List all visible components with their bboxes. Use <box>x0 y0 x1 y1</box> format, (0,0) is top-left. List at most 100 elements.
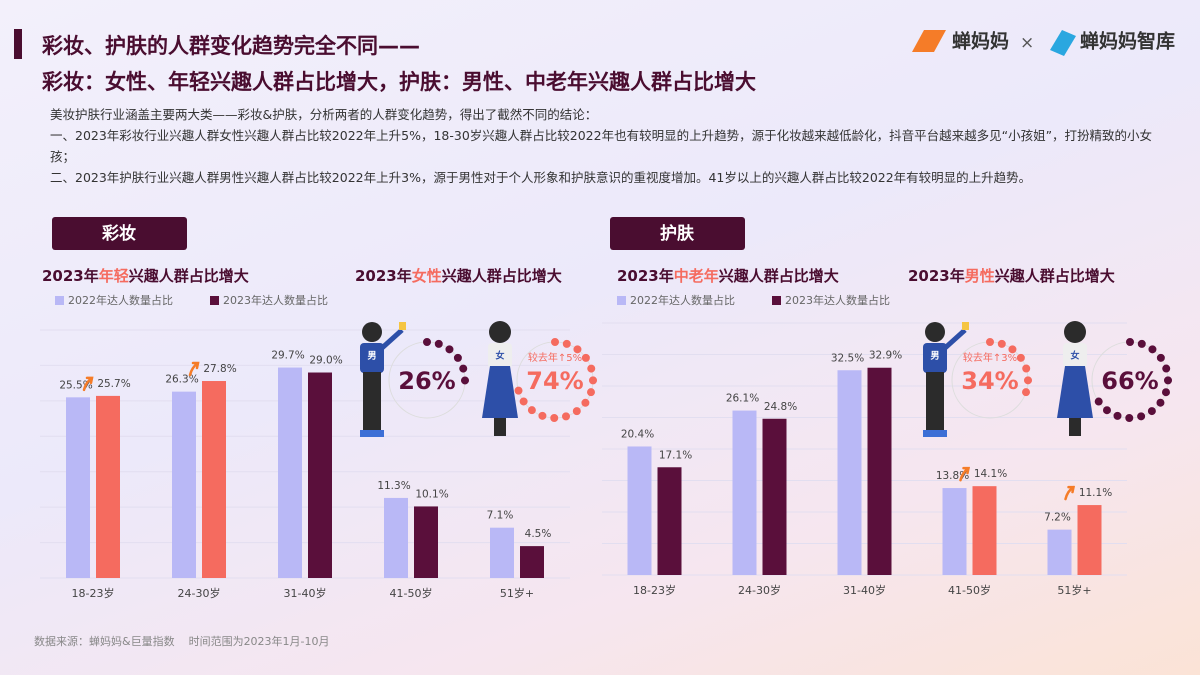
figure-body <box>488 343 512 368</box>
figure-body <box>360 343 384 373</box>
brand: 蝉妈妈 <box>952 30 1009 53</box>
ring-arc <box>986 338 1032 405</box>
x-tick-label: 41-50岁 <box>948 583 991 597</box>
legend-swatch <box>772 296 781 305</box>
trend-arrow <box>82 376 94 392</box>
percent-label: 66% <box>1101 367 1158 395</box>
value-label: 7.2% <box>1044 512 1071 524</box>
title-part: 中老年 <box>674 267 719 285</box>
value-label: 11.1% <box>1079 487 1112 499</box>
title-part: 兴趣人群占比增大 <box>442 267 562 285</box>
trend-arrow <box>1064 485 1076 501</box>
figure-cup <box>399 322 406 330</box>
bar <box>972 486 997 575</box>
legend-label: 2023年达人数量占比 <box>223 293 328 307</box>
bar <box>942 488 967 575</box>
x-tick-label: 51岁+ <box>500 586 534 600</box>
brand2: 蝉妈妈智库 <box>1080 30 1175 53</box>
shirt-label: 男 <box>930 351 939 362</box>
section-label: 彩妆 <box>101 223 136 244</box>
title-part: 2023年 <box>42 267 99 285</box>
chart-title: 2023年女性兴趣人群占比增大 <box>355 267 562 285</box>
section-tag <box>52 217 187 250</box>
figure-legs <box>494 418 506 436</box>
value-label: 14.1% <box>974 468 1007 480</box>
value-label: 26.1% <box>726 393 759 405</box>
value-label: 11.3% <box>377 480 410 492</box>
figure-skirt <box>482 366 518 418</box>
annotation: 较去年↑3% <box>963 351 1017 364</box>
value-label: 17.1% <box>659 449 692 461</box>
bar <box>837 370 862 575</box>
figure-cup <box>962 322 969 330</box>
intro-line: 美妆护肤行业涵盖主要两大类——彩妆&护肤，分析两者的人群变化趋势，得出了截然不同… <box>50 107 598 122</box>
value-label: 7.1% <box>487 510 514 522</box>
figure-legs <box>363 372 381 430</box>
title-part: 兴趣人群占比增大 <box>719 267 839 285</box>
bar <box>867 367 892 575</box>
x-tick-label: 24-30岁 <box>178 586 221 600</box>
intro-line: 一、2023年彩妆行业兴趣人群女性兴趣人群占比较2022年上升5%，18-30岁… <box>50 128 1153 164</box>
bar <box>732 410 757 575</box>
bar <box>414 506 438 578</box>
intro-line: 二、2023年护肤行业兴趣人群男性兴趣人群占比较2022年上升3%，源于男性对于… <box>50 170 1032 185</box>
figure-body <box>1063 343 1087 368</box>
legend-label: 2022年达人数量占比 <box>68 293 173 307</box>
brand-logo <box>912 30 946 52</box>
figure-head <box>1064 321 1086 343</box>
value-label: 4.5% <box>525 528 552 540</box>
figure-arm <box>380 328 404 350</box>
bar <box>66 397 90 578</box>
x-tick-label: 24-30岁 <box>738 583 781 597</box>
x-tick-label: 41-50岁 <box>390 586 433 600</box>
value-label: 25.7% <box>97 378 130 390</box>
section-label: 护肤 <box>660 223 695 244</box>
bar <box>1047 529 1072 575</box>
legend-label: 2022年达人数量占比 <box>630 293 735 307</box>
intro: 美妆护肤行业涵盖主要两大类——彩妆&护肤，分析两者的人群变化趋势，得出了截然不同… <box>50 104 1160 188</box>
chart-title: 2023年年轻兴趣人群占比增大 <box>42 267 249 285</box>
figure-shoes <box>360 430 384 437</box>
bar <box>278 367 302 578</box>
section-tag <box>610 217 745 250</box>
percent-label: 34% <box>961 367 1018 395</box>
value-label: 10.1% <box>415 488 448 500</box>
title-part: 2023年 <box>355 267 412 285</box>
figure-shoes <box>923 430 947 437</box>
figure-head <box>925 322 945 342</box>
bar <box>762 418 787 575</box>
legend-swatch <box>617 296 626 305</box>
title: 彩妆、护肤的人群变化趋势完全不同—— <box>42 34 420 58</box>
bar <box>384 497 408 578</box>
trend-arrow <box>188 361 200 377</box>
value-label: 27.8% <box>203 363 236 375</box>
legend-label: 2023年达人数量占比 <box>785 293 890 307</box>
source-note: 数据来源：蝉妈妈&巨量指数 时间范围为2023年1月-10月 <box>34 635 330 648</box>
x-tick-label: 18-23岁 <box>633 583 676 597</box>
value-label: 26.3% <box>165 374 198 386</box>
title-part: 兴趣人群占比增大 <box>129 267 249 285</box>
figure-head <box>489 321 511 343</box>
value-label: 32.9% <box>869 350 902 362</box>
bar <box>520 546 544 578</box>
bar <box>96 395 120 578</box>
value-label: 32.5% <box>831 352 864 364</box>
figure-head <box>362 322 382 342</box>
chart-title: 2023年中老年兴趣人群占比增大 <box>617 267 839 285</box>
trend-arrow <box>959 466 971 482</box>
subtitle: 彩妆：女性、年轻兴趣人群占比增大，护肤：男性、中老年兴趣人群占比增大 <box>42 70 756 94</box>
bar <box>657 467 682 575</box>
x-tick-label: 31-40岁 <box>843 583 886 597</box>
title-part: 男性 <box>965 267 995 285</box>
legend-swatch <box>210 296 219 305</box>
chart-title: 2023年男性兴趣人群占比增大 <box>908 267 1115 285</box>
value-label: 29.0% <box>309 355 342 367</box>
title-part: 兴趣人群占比增大 <box>995 267 1115 285</box>
legend-swatch <box>55 296 64 305</box>
bar <box>308 372 332 578</box>
x-tick-label: 18-23岁 <box>72 586 115 600</box>
ring-arc <box>513 338 597 422</box>
figure-arm <box>943 328 967 350</box>
